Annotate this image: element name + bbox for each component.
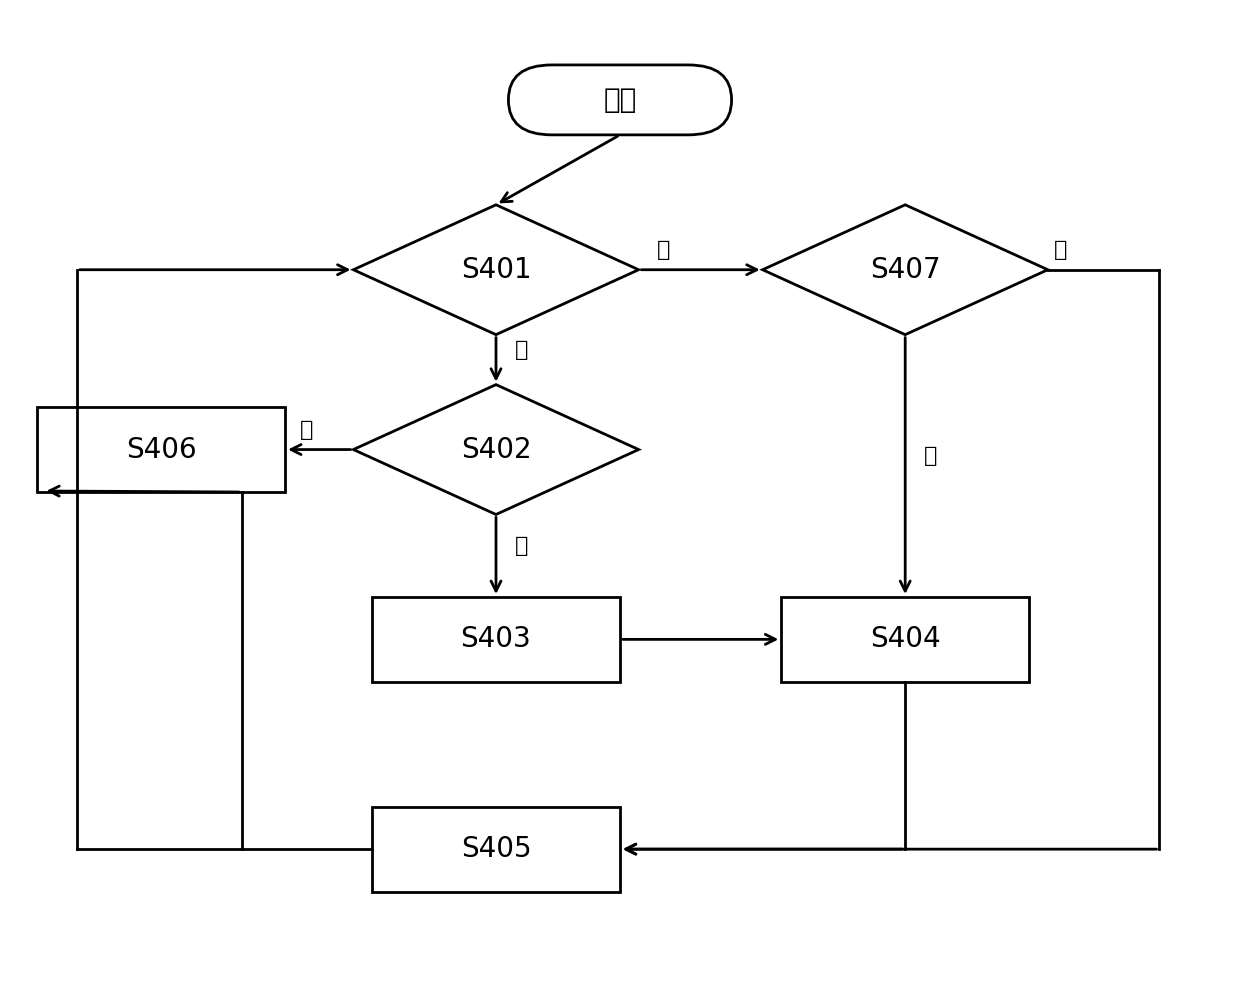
Text: 是: 是 (515, 535, 528, 555)
Text: 否: 否 (1054, 240, 1068, 260)
Text: S404: S404 (870, 625, 940, 653)
Text: 否: 否 (657, 240, 670, 260)
Text: 是: 是 (515, 340, 528, 360)
Bar (372, 596, 620, 681)
Text: 否: 否 (300, 420, 314, 440)
Bar (372, 807, 620, 892)
Text: S403: S403 (460, 625, 532, 653)
Text: S402: S402 (461, 436, 531, 464)
Text: S405: S405 (461, 835, 531, 863)
Text: S406: S406 (126, 436, 196, 464)
Text: S401: S401 (461, 256, 531, 284)
Bar (37, 408, 285, 492)
Text: 开始: 开始 (604, 86, 636, 114)
Text: S407: S407 (870, 256, 940, 284)
Text: 是: 是 (924, 446, 937, 466)
Bar (781, 596, 1029, 681)
